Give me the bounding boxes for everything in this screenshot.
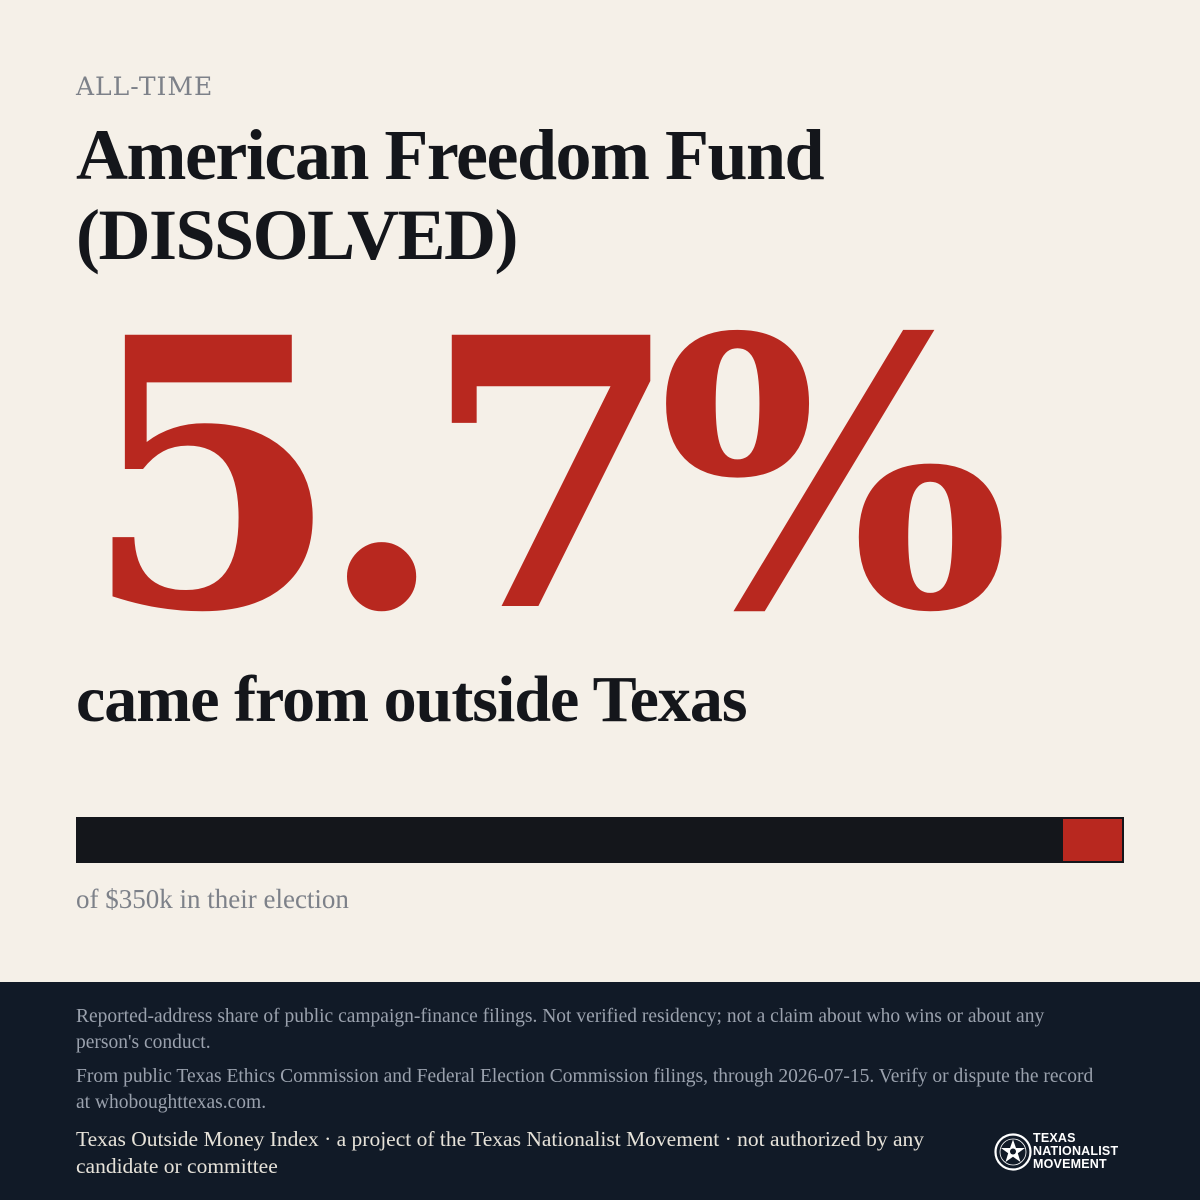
logo-line-2: NATIONALIST bbox=[1033, 1144, 1119, 1158]
eyebrow-label: ALL-TIME bbox=[76, 72, 214, 101]
outside-texas-bar-segment bbox=[1062, 819, 1122, 861]
methodology-note: Reported-address share of public campaig… bbox=[76, 1006, 1045, 1053]
source-note: From public Texas Ethics Commission and … bbox=[76, 1066, 1094, 1113]
logo-line-3: MOVEMENT bbox=[1033, 1157, 1107, 1171]
percentage-caption: came from outside Texas bbox=[76, 663, 748, 736]
total-caption: of $350k in their election bbox=[76, 884, 349, 914]
share-bar bbox=[76, 817, 1124, 863]
footer: Reported-address share of public campaig… bbox=[0, 982, 1200, 1200]
star-seal-icon bbox=[994, 1133, 1032, 1171]
committee-title: American Freedom Fund (DISSOLVED) bbox=[76, 115, 825, 275]
headline-percentage: 5.7% bbox=[82, 257, 1011, 694]
logo-wordmark: TEXAS NATIONALIST MOVEMENT bbox=[1033, 1132, 1118, 1171]
logo-line-1: TEXAS bbox=[1033, 1131, 1076, 1145]
credit-line: Texas Outside Money Index · a project of… bbox=[76, 1127, 925, 1178]
tnm-logo: TEXAS NATIONALIST MOVEMENT bbox=[993, 1132, 1133, 1176]
